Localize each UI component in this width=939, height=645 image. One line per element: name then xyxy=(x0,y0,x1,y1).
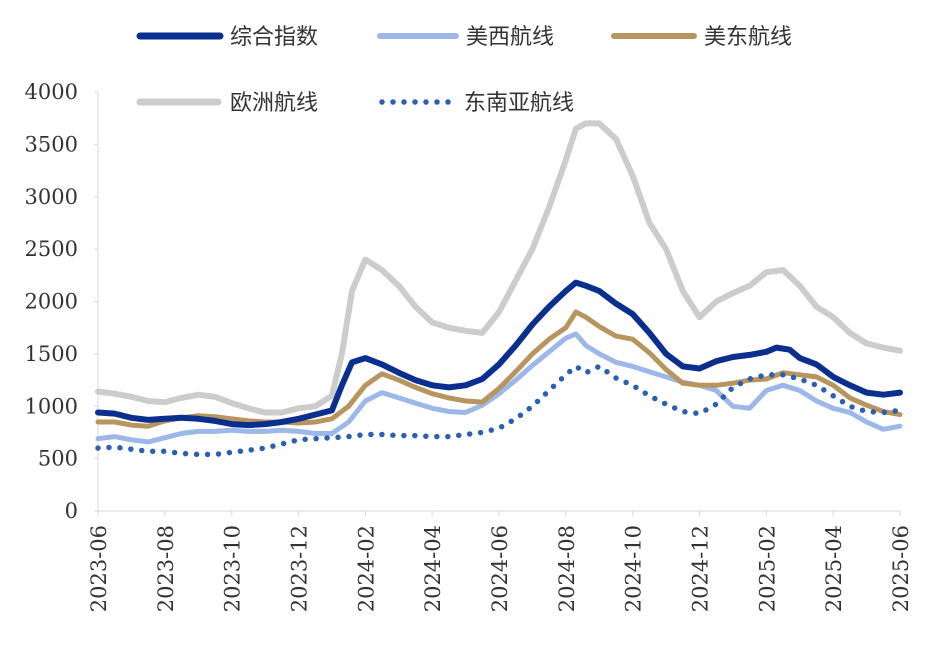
x-tick-label: 2024-08 xyxy=(555,525,579,612)
legend-label-us-west: 美西航线 xyxy=(466,25,554,50)
series-layer xyxy=(95,120,903,458)
y-tick-label: 1000 xyxy=(25,394,78,418)
x-tick-label: 2025-06 xyxy=(889,525,913,612)
series-line-composite-index xyxy=(95,279,903,429)
y-tick-label: 2000 xyxy=(25,290,78,314)
y-tick-label: 0 xyxy=(65,499,78,523)
series-line-southeast-asia xyxy=(95,363,903,458)
x-tick-label: 2025-04 xyxy=(822,525,846,612)
y-tick-label: 1500 xyxy=(25,342,78,366)
series-line-europe xyxy=(95,120,903,416)
x-tick-label: 2024-12 xyxy=(689,525,713,612)
legend: 综合指数 美西航线 美东航线 欧洲航线 东南亚航线 xyxy=(136,25,792,116)
legend-item-us-west: 美西航线 xyxy=(377,25,554,50)
y-tick-label: 3000 xyxy=(25,185,78,209)
y-tick-label: 500 xyxy=(38,447,78,471)
x-tick-label: 2023-12 xyxy=(288,525,312,612)
y-tick-label: 3500 xyxy=(25,132,78,156)
x-tick-label: 2025-02 xyxy=(755,525,779,612)
x-tick-label: 2023-06 xyxy=(87,525,111,612)
legend-item-southeast-asia: 东南亚航线 xyxy=(379,91,574,116)
x-tick-label: 2024-02 xyxy=(354,525,378,612)
x-axis: 2023-06 2023-08 2023-10 2023-12 2024-02 2024-… xyxy=(87,510,913,612)
x-tick-label: 2024-10 xyxy=(622,525,646,612)
y-tick-label: 2500 xyxy=(25,237,78,261)
legend-label-southeast-asia: 东南亚航线 xyxy=(464,91,574,116)
series-line-us-east xyxy=(95,309,903,429)
x-tick-label: 2023-10 xyxy=(221,525,245,612)
y-tick-label: 4000 xyxy=(25,80,78,104)
legend-label-europe: 欧洲航线 xyxy=(230,91,318,116)
y-axis: 0 500 1000 1500 2000 2500 3000 3500 4000 xyxy=(25,80,99,523)
x-tick-label: 2024-04 xyxy=(421,525,445,612)
x-tick-label: 2023-08 xyxy=(154,525,178,612)
series-line-us-west xyxy=(95,331,903,445)
legend-item-europe: 欧洲航线 xyxy=(136,91,318,116)
legend-label-composite-index: 综合指数 xyxy=(230,25,318,50)
legend-label-us-east: 美东航线 xyxy=(704,25,792,50)
legend-item-composite-index: 综合指数 xyxy=(136,25,318,50)
x-tick-label: 2024-06 xyxy=(488,525,512,612)
legend-item-us-east: 美东航线 xyxy=(611,25,792,50)
